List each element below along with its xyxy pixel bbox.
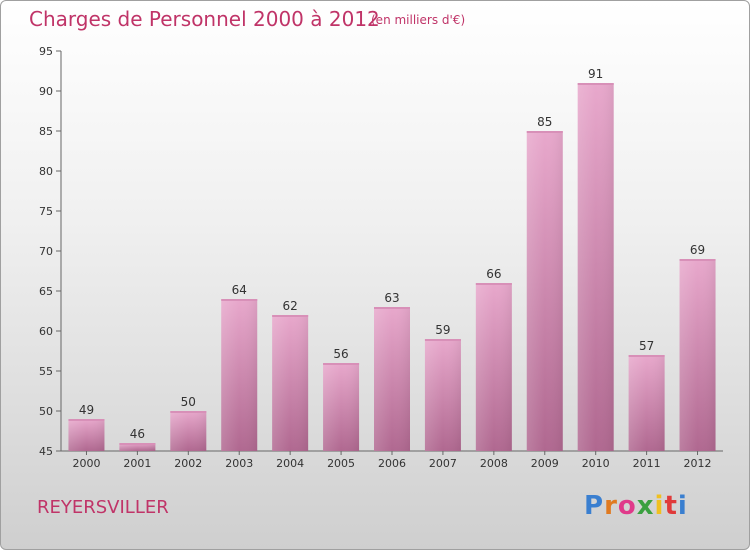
bar-value-label: 59 — [435, 323, 450, 337]
bar-value-label: 63 — [384, 291, 399, 305]
y-tick-label: 55 — [39, 365, 53, 378]
bar-shine — [221, 299, 258, 451]
proxiti-logo[interactable]: Proxiti — [584, 491, 688, 521]
bar-top-edge — [323, 363, 360, 365]
bar-value-label: 66 — [486, 267, 501, 281]
y-tick-label: 65 — [39, 285, 53, 298]
x-tick-label: 2011 — [633, 457, 661, 470]
y-tick-label: 45 — [39, 445, 53, 458]
y-tick-label: 80 — [39, 165, 53, 178]
bar-value-label: 62 — [283, 299, 298, 313]
bar-shine — [424, 339, 461, 451]
bar-2002 — [170, 411, 207, 451]
x-tick-label: 2005 — [327, 457, 355, 470]
x-tick-label: 2004 — [276, 457, 304, 470]
bar-shine — [68, 419, 105, 451]
bar-top-edge — [526, 131, 563, 133]
x-tick-label: 2008 — [480, 457, 508, 470]
bar-value-label: 91 — [588, 67, 603, 81]
bar-2010 — [577, 83, 614, 451]
x-tick-label: 2012 — [684, 457, 712, 470]
bar-2005 — [323, 363, 360, 451]
bar-2004 — [272, 315, 309, 451]
bar-value-label: 64 — [232, 283, 247, 297]
bar-value-label: 46 — [130, 427, 145, 441]
logo-letter: t — [664, 491, 678, 521]
logo-letter: i — [677, 491, 688, 521]
bar-2001 — [119, 443, 156, 451]
bar-shine — [526, 131, 563, 451]
y-tick-label: 85 — [39, 125, 53, 138]
bar-2007 — [424, 339, 461, 451]
bar-top-edge — [679, 259, 716, 261]
bar-shine — [577, 83, 614, 451]
bar-shine — [272, 315, 309, 451]
chart-bars — [68, 83, 716, 451]
logo-letter: o — [617, 491, 637, 521]
y-tick-label: 75 — [39, 205, 53, 218]
bar-top-edge — [577, 83, 614, 85]
bar-top-edge — [221, 299, 258, 301]
logo-letter: P — [584, 491, 605, 521]
bar-value-label: 50 — [181, 395, 196, 409]
chart-title: Charges de Personnel 2000 à 2012 — [29, 7, 380, 31]
bar-value-label: 85 — [537, 115, 552, 129]
bar-top-edge — [119, 443, 156, 445]
x-tick-label: 2001 — [123, 457, 151, 470]
bar-shine — [475, 283, 512, 451]
bar-2000 — [68, 419, 105, 451]
y-tick-label: 95 — [39, 45, 53, 58]
y-tick-label: 60 — [39, 325, 53, 338]
bar-value-label: 49 — [79, 403, 94, 417]
bar-top-edge — [628, 355, 665, 357]
bar-top-edge — [475, 283, 512, 285]
commune-name: REYERSVILLER — [37, 497, 169, 518]
bar-shine — [119, 443, 156, 451]
x-tick-label: 2010 — [582, 457, 610, 470]
logo-letter: r — [604, 491, 618, 521]
y-tick-label: 50 — [39, 405, 53, 418]
bar-2006 — [374, 307, 410, 451]
bar-shine — [628, 355, 665, 451]
y-tick-label: 90 — [39, 85, 53, 98]
bar-2012 — [679, 259, 716, 451]
bar-2011 — [628, 355, 665, 451]
x-tick-label: 2007 — [429, 457, 457, 470]
bar-value-label: 69 — [690, 243, 705, 257]
bar-top-edge — [272, 315, 309, 317]
x-tick-label: 2009 — [531, 457, 559, 470]
bar-top-edge — [68, 419, 105, 421]
bar-shine — [170, 411, 207, 451]
bar-value-label: 56 — [333, 347, 348, 361]
logo-letter: x — [636, 491, 655, 521]
bar-top-edge — [424, 339, 461, 341]
chart-subtitle: (en milliers d'€) — [371, 13, 466, 27]
x-tick-label: 2000 — [72, 457, 100, 470]
bar-value-label: 57 — [639, 339, 654, 353]
bar-2009 — [526, 131, 563, 451]
y-tick-label: 70 — [39, 245, 53, 258]
bar-top-edge — [170, 411, 207, 413]
x-tick-label: 2003 — [225, 457, 253, 470]
chart-labels: 2000 49 2001 46 2002 50 2003 64 2004 62 2005 56 2006… — [72, 67, 711, 470]
bar-2008 — [475, 283, 512, 451]
bar-shine — [679, 259, 716, 451]
bar-top-edge — [374, 307, 410, 309]
bar-2003 — [221, 299, 258, 451]
bar-shine — [323, 363, 360, 451]
logo-letter: i — [654, 491, 665, 521]
bar-shine — [374, 307, 410, 451]
x-tick-label: 2002 — [174, 457, 202, 470]
x-tick-label: 2006 — [378, 457, 406, 470]
